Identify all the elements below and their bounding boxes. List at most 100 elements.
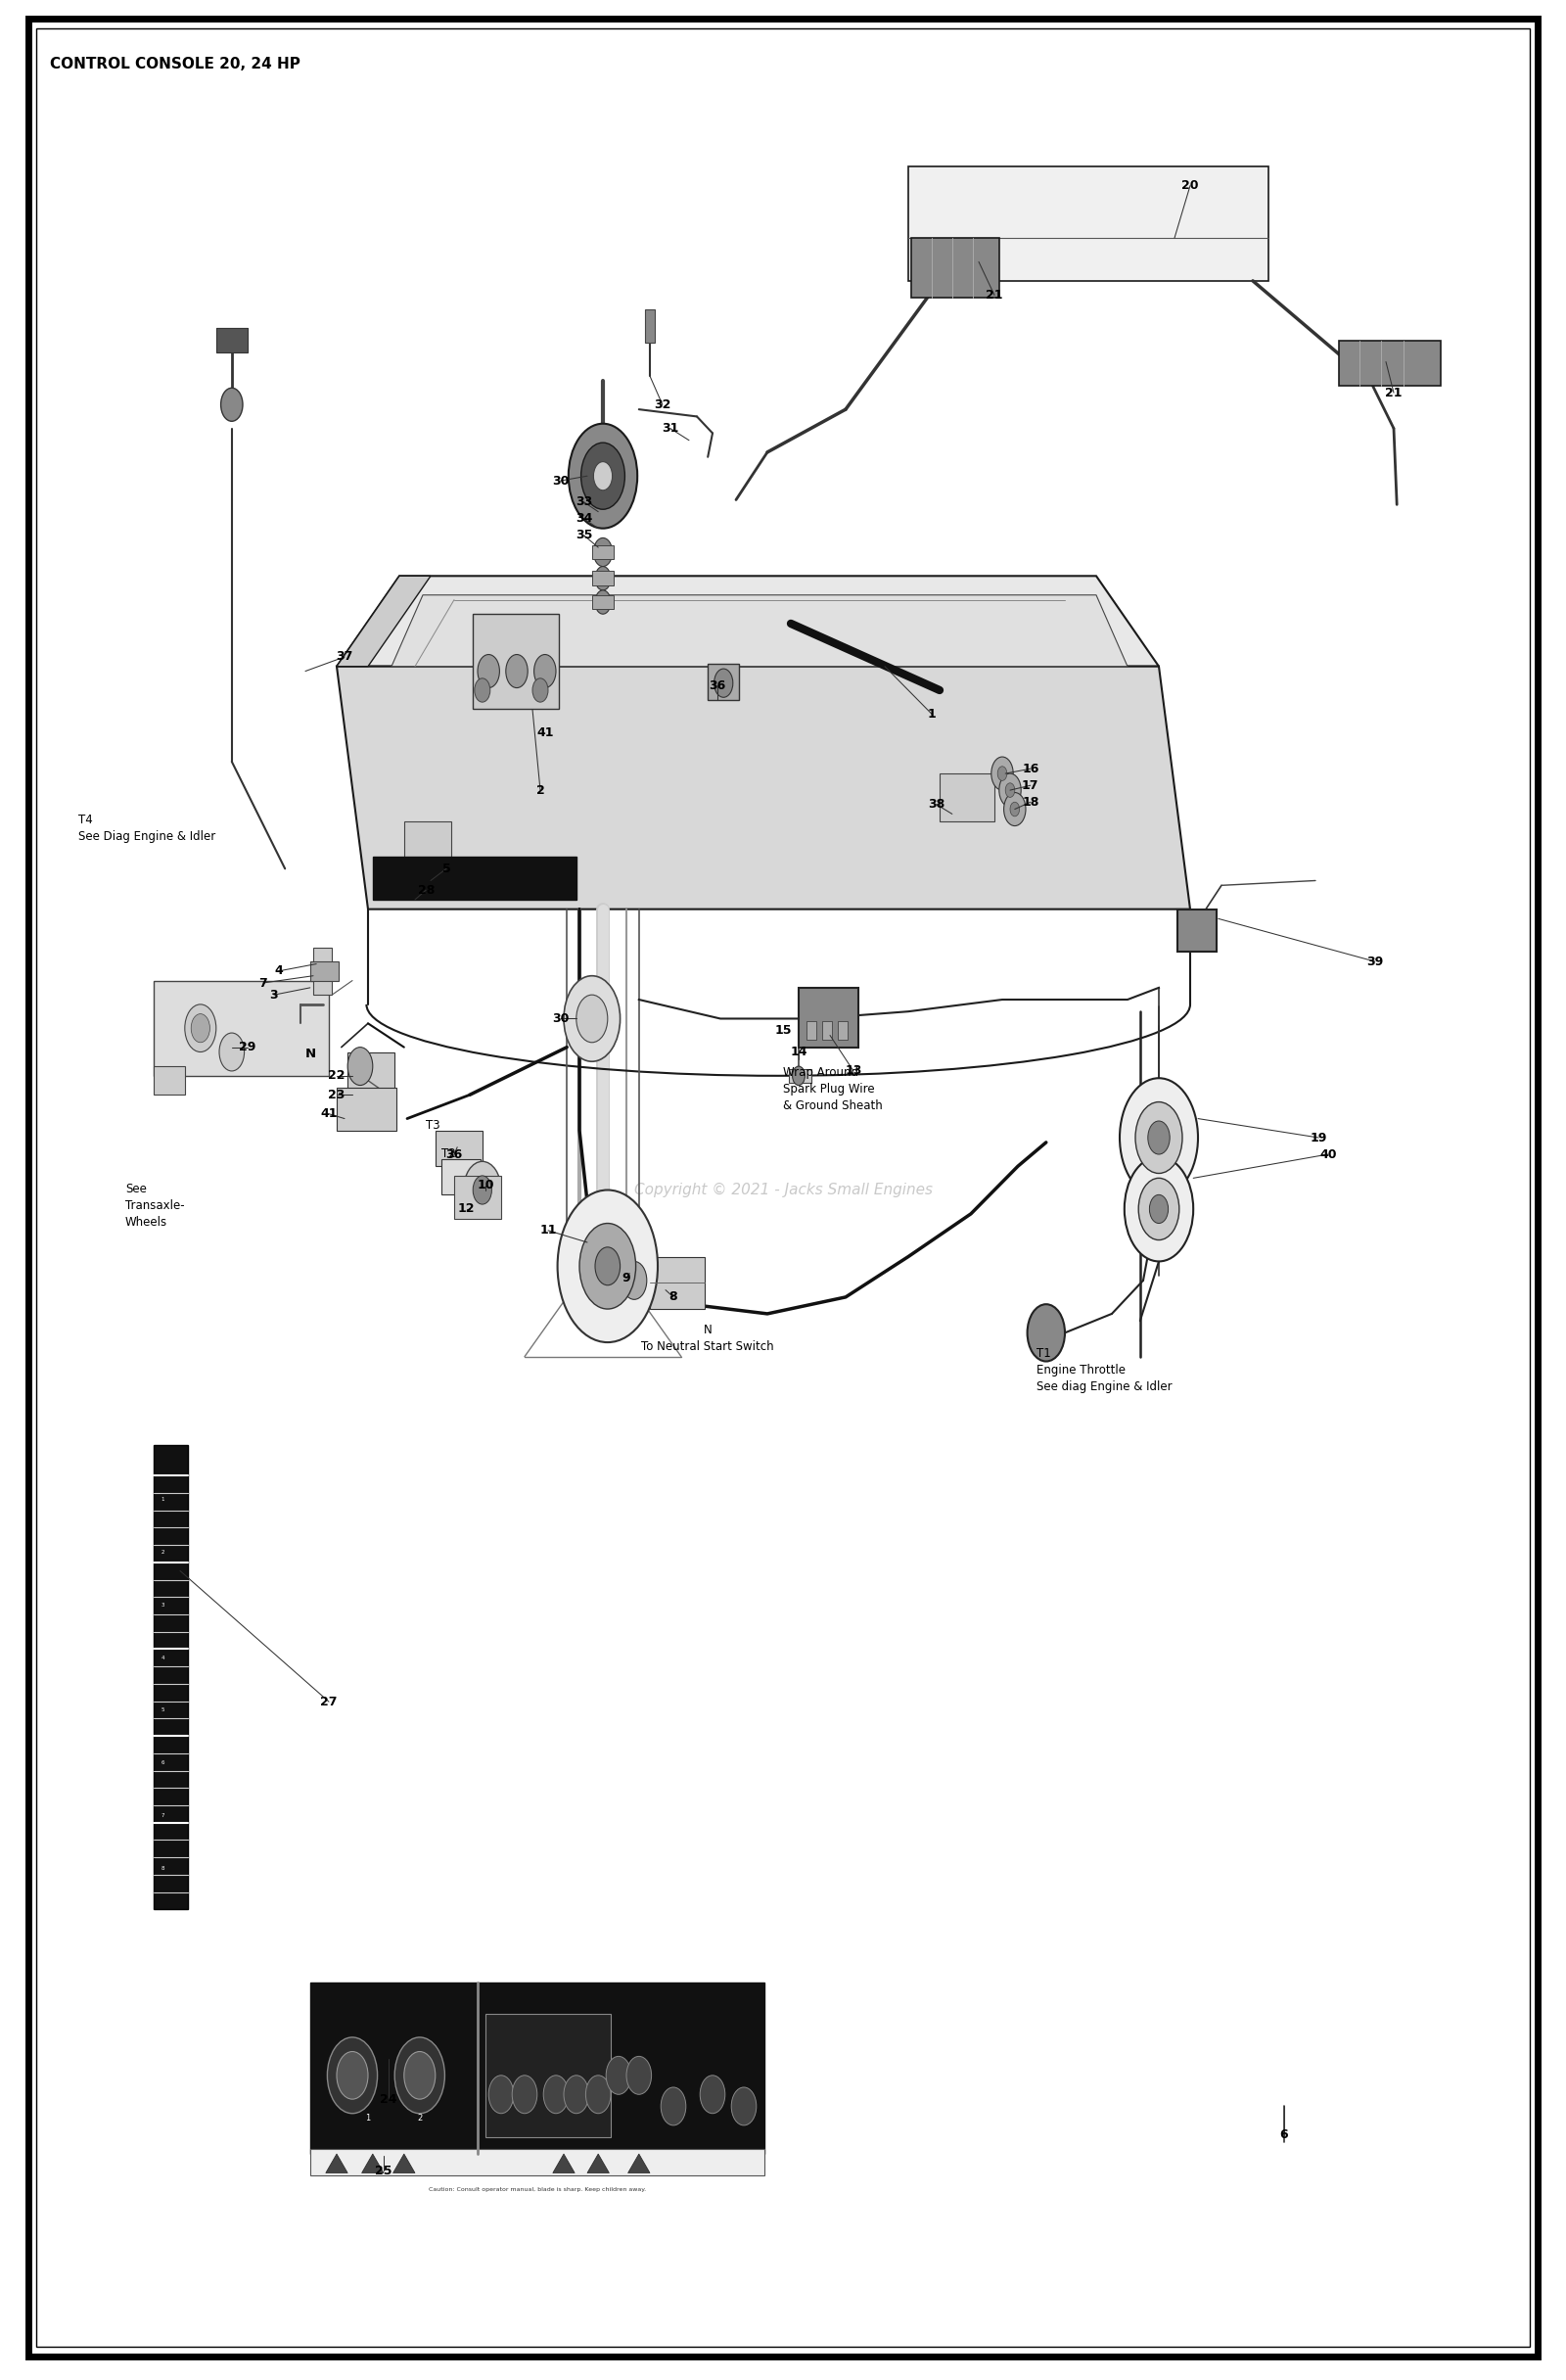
Text: See
Transaxle-
Wheels: See Transaxle- Wheels <box>125 1183 185 1228</box>
Text: 33: 33 <box>576 495 592 509</box>
Text: T2: T2 <box>442 1147 456 1159</box>
Text: 5: 5 <box>442 862 451 876</box>
Text: 19: 19 <box>1311 1130 1326 1145</box>
Bar <box>454 1176 501 1219</box>
Text: T4
See Diag Engine & Idler: T4 See Diag Engine & Idler <box>78 814 216 843</box>
Bar <box>806 1021 816 1040</box>
Text: 36: 36 <box>709 678 725 693</box>
Text: 22: 22 <box>329 1069 345 1083</box>
Circle shape <box>1004 793 1026 826</box>
Circle shape <box>404 2052 435 2099</box>
Bar <box>908 167 1268 281</box>
Polygon shape <box>392 595 1128 666</box>
Bar <box>473 614 559 709</box>
Text: 2: 2 <box>161 1549 164 1554</box>
Text: 18: 18 <box>1023 795 1038 809</box>
Text: 36: 36 <box>446 1147 462 1161</box>
Circle shape <box>564 2075 589 2113</box>
Circle shape <box>661 2087 686 2125</box>
Circle shape <box>191 1014 210 1042</box>
Circle shape <box>1124 1157 1193 1261</box>
Text: 21: 21 <box>1386 386 1402 400</box>
Text: 41: 41 <box>321 1107 337 1121</box>
Circle shape <box>1120 1078 1198 1197</box>
Text: 8: 8 <box>669 1290 678 1304</box>
Circle shape <box>606 2056 631 2094</box>
Text: 13: 13 <box>846 1064 861 1078</box>
Circle shape <box>348 1047 373 1085</box>
Bar <box>153 981 329 1076</box>
Circle shape <box>478 655 500 688</box>
Text: N
To Neutral Start Switch: N To Neutral Start Switch <box>642 1323 774 1352</box>
Bar <box>313 947 332 995</box>
Text: 23: 23 <box>329 1088 345 1102</box>
Text: 16: 16 <box>1023 762 1038 776</box>
Text: 37: 37 <box>337 650 352 664</box>
Bar <box>310 962 338 981</box>
Circle shape <box>512 2075 537 2113</box>
Circle shape <box>700 2075 725 2113</box>
Text: 8: 8 <box>161 1866 164 1871</box>
Text: 17: 17 <box>1023 778 1038 793</box>
Circle shape <box>474 678 490 702</box>
Text: 39: 39 <box>1367 954 1383 969</box>
Circle shape <box>464 1161 501 1219</box>
Text: 1: 1 <box>161 1497 164 1502</box>
Text: 9: 9 <box>622 1271 631 1285</box>
Bar <box>592 545 614 559</box>
Text: 38: 38 <box>929 797 944 812</box>
Bar <box>940 774 994 821</box>
Circle shape <box>576 995 608 1042</box>
Circle shape <box>594 538 612 566</box>
Circle shape <box>1010 802 1019 816</box>
Bar <box>822 1021 832 1040</box>
Text: T1
Engine Throttle
See diag Engine & Idler: T1 Engine Throttle See diag Engine & Idl… <box>1037 1347 1173 1392</box>
Text: 28: 28 <box>418 883 434 897</box>
Circle shape <box>185 1004 216 1052</box>
Bar <box>708 664 739 700</box>
Circle shape <box>594 462 612 490</box>
Polygon shape <box>337 576 1159 666</box>
Circle shape <box>564 976 620 1061</box>
Circle shape <box>506 655 528 688</box>
Circle shape <box>568 424 637 528</box>
Text: 2: 2 <box>417 2113 423 2123</box>
Text: 24: 24 <box>381 2092 396 2106</box>
Text: 4: 4 <box>161 1654 164 1659</box>
Circle shape <box>532 678 548 702</box>
Bar <box>592 595 614 609</box>
Circle shape <box>626 2056 651 2094</box>
Circle shape <box>327 2037 377 2113</box>
Circle shape <box>595 590 611 614</box>
Polygon shape <box>911 238 999 298</box>
Polygon shape <box>553 2154 575 2173</box>
Bar <box>216 328 247 352</box>
Circle shape <box>1005 783 1015 797</box>
Circle shape <box>221 388 243 421</box>
Text: 12: 12 <box>459 1202 474 1216</box>
Text: 10: 10 <box>478 1178 493 1192</box>
Circle shape <box>1027 1304 1065 1361</box>
Text: Wrap Around
Spark Plug Wire
& Ground Sheath: Wrap Around Spark Plug Wire & Ground She… <box>783 1066 883 1111</box>
Bar <box>310 2149 764 2175</box>
Bar <box>348 1052 395 1095</box>
Polygon shape <box>337 666 1190 909</box>
Bar <box>310 1983 764 2154</box>
Text: 14: 14 <box>791 1045 806 1059</box>
Bar <box>337 1088 396 1130</box>
Bar <box>1178 909 1217 952</box>
Text: 35: 35 <box>576 528 592 543</box>
Text: 25: 25 <box>376 2163 392 2178</box>
Text: Copyright © 2021 - Jacks Small Engines: Copyright © 2021 - Jacks Small Engines <box>634 1183 932 1197</box>
Text: 30: 30 <box>553 474 568 488</box>
Text: 7: 7 <box>161 1814 164 1818</box>
Polygon shape <box>326 2154 348 2173</box>
Circle shape <box>534 655 556 688</box>
Circle shape <box>595 566 611 590</box>
Bar <box>153 1445 188 1909</box>
Bar <box>442 1159 481 1195</box>
Circle shape <box>1138 1178 1179 1240</box>
Polygon shape <box>362 2154 384 2173</box>
Circle shape <box>792 1066 805 1085</box>
Text: Caution: Consult operator manual, blade is sharp. Keep children away.: Caution: Consult operator manual, blade … <box>429 2187 645 2192</box>
